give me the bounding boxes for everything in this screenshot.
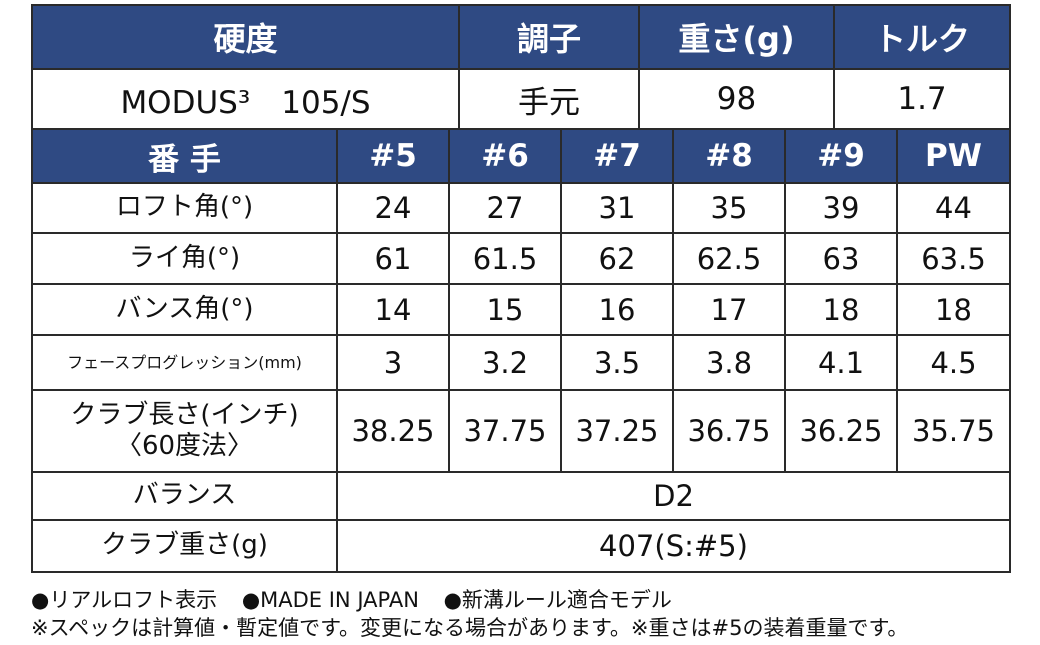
header-col: #6 bbox=[448, 128, 562, 184]
header-col: #8 bbox=[672, 128, 786, 184]
row-balance: バランス D2 bbox=[31, 471, 1011, 521]
cell: 36.25 bbox=[784, 389, 898, 473]
cell: 37.75 bbox=[448, 389, 562, 473]
row-label: ロフト角(°) bbox=[31, 182, 338, 234]
cell: 3.5 bbox=[560, 334, 674, 391]
cell: 36.75 bbox=[672, 389, 786, 473]
club-spec-table: 番 手 #5 #6 #7 #8 #9 PW ロフト角(°) 24 27 31 3… bbox=[31, 128, 1011, 573]
cell: 61.5 bbox=[448, 232, 562, 285]
row-club-length: クラブ長さ(インチ) 〈60度法〉 38.25 37.75 37.25 36.7… bbox=[31, 389, 1011, 473]
cell: 38.25 bbox=[336, 389, 450, 473]
cell: 17 bbox=[672, 283, 786, 336]
header-torque: トルク bbox=[833, 4, 1011, 70]
cell: 3 bbox=[336, 334, 450, 391]
row-label: バランス bbox=[31, 471, 338, 521]
cell: 18 bbox=[784, 283, 898, 336]
disclaimer-note: ※スペックは計算値・暫定値です。変更になる場合があります。※重さは#5の装着重量… bbox=[31, 616, 909, 640]
shaft-weight: 98 bbox=[638, 68, 835, 130]
header-hardness: 硬度 bbox=[31, 4, 460, 70]
cell: 3.8 bbox=[672, 334, 786, 391]
cell: 62 bbox=[560, 232, 674, 285]
cell: 61 bbox=[336, 232, 450, 285]
cell: 35 bbox=[672, 182, 786, 234]
header-flex-point: 調子 bbox=[458, 4, 640, 70]
cell: 62.5 bbox=[672, 232, 786, 285]
cell: 44 bbox=[896, 182, 1011, 234]
shaft-flex-point: 手元 bbox=[458, 68, 640, 130]
row-club-weight: クラブ重さ(g) 407(S:#5) bbox=[31, 519, 1011, 573]
cell: 37.25 bbox=[560, 389, 674, 473]
cell: 35.75 bbox=[896, 389, 1011, 473]
note-made-in-japan: ●MADE IN JAPAN bbox=[241, 588, 419, 612]
note-groove-rule: ●新溝ルール適合モデル bbox=[443, 588, 672, 612]
spec-header-row: 番 手 #5 #6 #7 #8 #9 PW bbox=[31, 128, 1011, 184]
row-label: バンス角(°) bbox=[31, 283, 338, 336]
cell: 3.2 bbox=[448, 334, 562, 391]
cell: 27 bbox=[448, 182, 562, 234]
balance-value: D2 bbox=[336, 471, 1011, 521]
cell: 4.1 bbox=[784, 334, 898, 391]
cell: 24 bbox=[336, 182, 450, 234]
shaft-header-row: 硬度 調子 重さ(g) トルク bbox=[31, 4, 1011, 70]
cell: 63.5 bbox=[896, 232, 1011, 285]
cell: 31 bbox=[560, 182, 674, 234]
note-real-loft: ●リアルロフト表示 bbox=[31, 588, 218, 612]
row-label: フェースプログレッション(mm) bbox=[31, 334, 338, 391]
header-col: #7 bbox=[560, 128, 674, 184]
cell: 63 bbox=[784, 232, 898, 285]
header-weight: 重さ(g) bbox=[638, 4, 835, 70]
cell: 4.5 bbox=[896, 334, 1011, 391]
feature-notes: ●リアルロフト表示 ●MADE IN JAPAN ●新溝ルール適合モデル bbox=[31, 584, 690, 614]
row-bounce: バンス角(°) 14 15 16 17 18 18 bbox=[31, 283, 1011, 336]
row-label: クラブ重さ(g) bbox=[31, 519, 338, 573]
cell: 18 bbox=[896, 283, 1011, 336]
header-col: PW bbox=[896, 128, 1011, 184]
row-loft: ロフト角(°) 24 27 31 35 39 44 bbox=[31, 182, 1011, 234]
header-col: #5 bbox=[336, 128, 450, 184]
shaft-model: MODUS³ 105/S bbox=[31, 68, 460, 130]
row-face-progression: フェースプログレッション(mm) 3 3.2 3.5 3.8 4.1 4.5 bbox=[31, 334, 1011, 391]
club-weight-value: 407(S:#5) bbox=[336, 519, 1011, 573]
label-line: 〈60度法〉 bbox=[115, 431, 254, 461]
shaft-torque: 1.7 bbox=[833, 68, 1011, 130]
row-label: ライ角(°) bbox=[31, 232, 338, 285]
row-lie: ライ角(°) 61 61.5 62 62.5 63 63.5 bbox=[31, 232, 1011, 285]
cell: 14 bbox=[336, 283, 450, 336]
cell: 16 bbox=[560, 283, 674, 336]
shaft-value-row: MODUS³ 105/S 手元 98 1.7 bbox=[31, 68, 1011, 130]
cell: 15 bbox=[448, 283, 562, 336]
cell: 39 bbox=[784, 182, 898, 234]
header-col: #9 bbox=[784, 128, 898, 184]
row-label: クラブ長さ(インチ) 〈60度法〉 bbox=[31, 389, 338, 473]
shaft-spec-table: 硬度 調子 重さ(g) トルク MODUS³ 105/S 手元 98 1.7 bbox=[31, 4, 1011, 130]
label-line: クラブ長さ(インチ) bbox=[70, 399, 299, 430]
header-club-number: 番 手 bbox=[31, 128, 338, 184]
